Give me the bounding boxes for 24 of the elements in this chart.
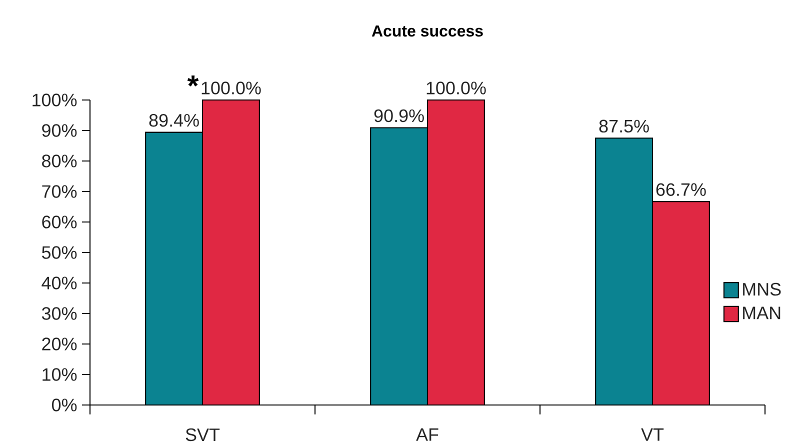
- data-label: 66.7%: [656, 183, 706, 196]
- legend-label: MNS: [743, 282, 781, 296]
- annotation: *: [187, 76, 199, 86]
- y-tick-label: 30%: [42, 307, 77, 320]
- y-tick-label: 80%: [42, 154, 77, 168]
- y-tick-label: 20%: [42, 338, 77, 350]
- data-label: 90.9%: [374, 109, 424, 122]
- y-tick-label: 50%: [42, 246, 77, 259]
- y-tick-label: 10%: [42, 368, 77, 381]
- chart-title: Acute success: [372, 25, 483, 37]
- y-tick-label: 0%: [52, 398, 77, 412]
- y-tick-label: 100%: [32, 94, 77, 106]
- legend-label: MAN: [743, 306, 780, 320]
- y-tick-label: 70%: [42, 185, 77, 198]
- x-tick-label: VT: [641, 428, 664, 441]
- y-tick-label: 40%: [42, 276, 77, 290]
- data-label: 87.5%: [599, 120, 649, 133]
- x-tick-label: SVT: [186, 428, 220, 442]
- data-label: 100.0%: [426, 82, 486, 94]
- data-label: 89.4%: [149, 114, 199, 127]
- x-tick-label: AF: [416, 428, 438, 441]
- data-label: 100.0%: [202, 82, 261, 94]
- y-tick-label: 90%: [42, 124, 77, 137]
- y-tick-label: 60%: [42, 216, 77, 228]
